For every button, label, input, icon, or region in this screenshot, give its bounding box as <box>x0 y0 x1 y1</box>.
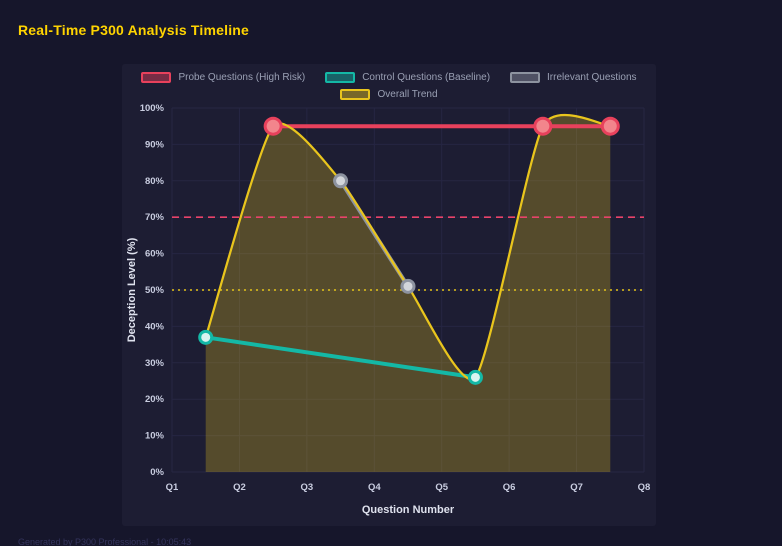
x-axis-title: Question Number <box>362 504 455 516</box>
legend-item[interactable]: Probe Questions (High Risk) <box>141 72 305 83</box>
legend-label: Probe Questions (High Risk) <box>178 72 306 83</box>
x-tick-label: Q8 <box>638 482 651 493</box>
page-title: Real-Time P300 Analysis Timeline <box>18 22 250 38</box>
generated-by-text: Generated by P300 Professional - 10:05:4… <box>18 537 192 546</box>
legend-label: Overall Trend <box>377 89 438 100</box>
x-tick-label: Q4 <box>368 482 381 493</box>
chart-panel: Probe Questions (High Risk) Control Quest… <box>122 64 656 526</box>
legend-row: Probe Questions (High Risk) Control Quest… <box>141 72 637 83</box>
x-tick-label: Q7 <box>570 482 583 493</box>
chart-legend: Probe Questions (High Risk) Control Quest… <box>122 64 656 100</box>
x-tick-label: Q3 <box>301 482 314 493</box>
data-point[interactable] <box>400 278 416 294</box>
legend-row: Overall Trend <box>340 89 438 100</box>
y-tick-label: 40% <box>145 321 165 332</box>
legend-item[interactable]: Overall Trend <box>340 89 438 100</box>
legend-item[interactable]: Control Questions (Baseline) <box>325 72 490 83</box>
y-tick-label: 90% <box>145 139 165 150</box>
x-tick-label: Q1 <box>166 482 179 493</box>
timeline-chart: Q1 Q2 Q3 Q4 Q5 Q6 Q7 Q8 0% 10% 20% 30% 40% 50% 60% 70% 8… <box>126 103 651 516</box>
x-tick-label: Q5 <box>435 482 448 493</box>
y-tick-label: 20% <box>145 394 165 405</box>
x-tick-label: Q6 <box>503 482 516 493</box>
legend-swatch <box>510 72 541 83</box>
x-tick-label: Q2 <box>233 482 246 493</box>
data-point[interactable] <box>533 116 553 136</box>
y-tick-label: 70% <box>145 212 165 223</box>
data-point[interactable] <box>198 329 214 345</box>
legend-swatch <box>325 72 356 83</box>
y-tick-label: 30% <box>145 358 165 369</box>
y-tick-label: 100% <box>140 103 165 114</box>
data-point[interactable] <box>467 369 483 385</box>
y-tick-label: 50% <box>145 285 165 296</box>
y-tick-label: 80% <box>145 176 165 187</box>
y-tick-label: 60% <box>145 249 165 260</box>
legend-swatch <box>141 72 172 83</box>
y-tick-label: 0% <box>150 467 164 478</box>
data-point[interactable] <box>600 116 620 136</box>
y-axis-title: Deception Level (%) <box>126 237 138 342</box>
legend-label: Control Questions (Baseline) <box>362 72 491 83</box>
data-point[interactable] <box>333 173 349 189</box>
data-point[interactable] <box>263 116 283 136</box>
legend-swatch <box>340 89 371 100</box>
y-tick-label: 10% <box>145 431 165 442</box>
legend-label: Irrelevant Questions <box>547 72 637 83</box>
series-line <box>203 335 478 380</box>
legend-item[interactable]: Irrelevant Questions <box>510 72 637 83</box>
